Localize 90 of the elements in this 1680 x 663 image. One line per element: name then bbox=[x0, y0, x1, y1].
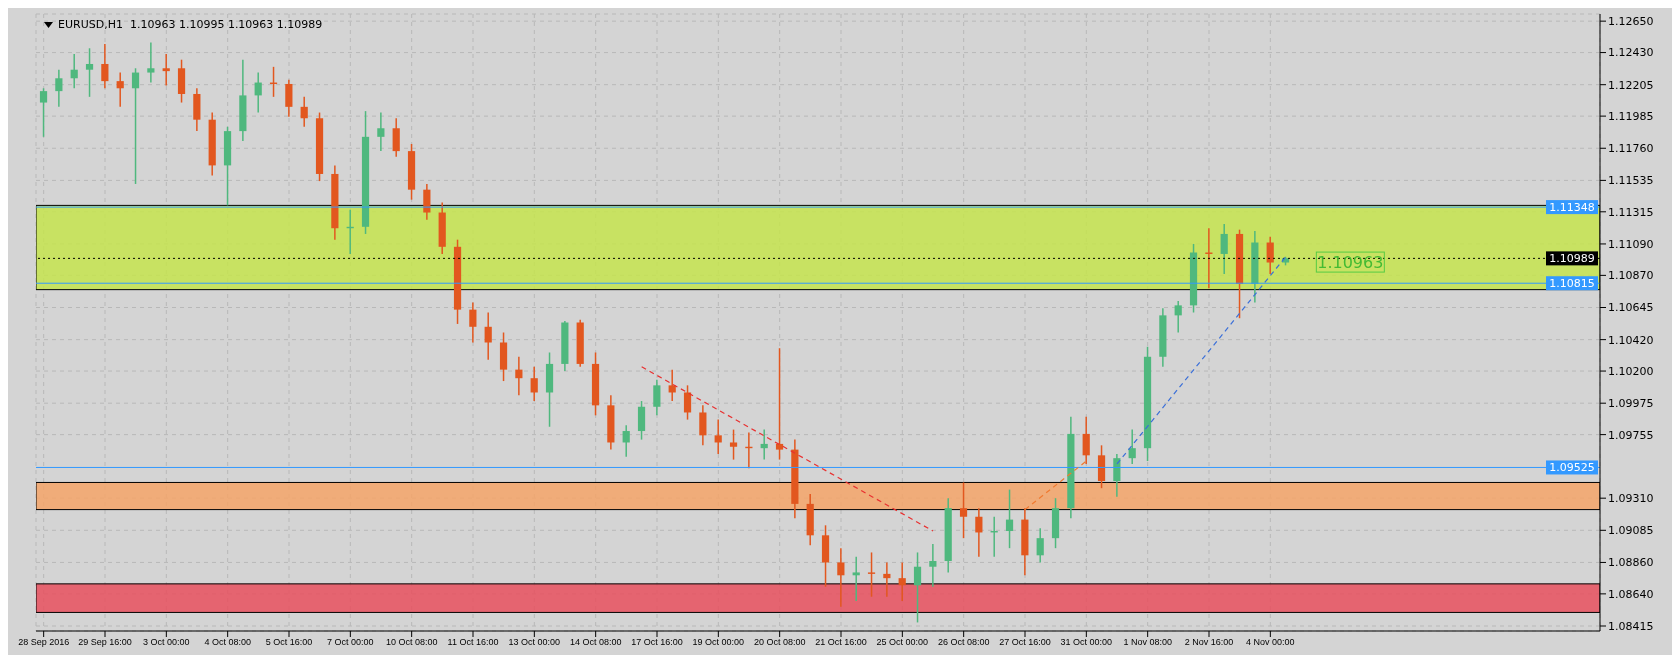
x-tick-label: 26 Oct 08:00 bbox=[937, 637, 990, 648]
candlestick bbox=[653, 378, 661, 417]
candlestick bbox=[162, 53, 170, 87]
candlestick bbox=[1220, 223, 1228, 275]
candlestick bbox=[377, 111, 385, 152]
candlestick bbox=[116, 71, 124, 108]
y-tick-label: 1.11985 bbox=[1608, 110, 1654, 124]
x-tick-label: 5 Oct 16:00 bbox=[265, 637, 313, 648]
candlestick bbox=[1113, 453, 1121, 498]
y-tick-label: 1.10645 bbox=[1608, 301, 1654, 315]
x-tick-label: 20 Oct 08:00 bbox=[753, 637, 806, 648]
candlestick bbox=[975, 507, 983, 558]
candlestick bbox=[254, 71, 262, 114]
chart-title: EURUSD,H1 1.10963 1.10995 1.10963 1.10989 bbox=[58, 18, 323, 31]
candlestick bbox=[285, 78, 293, 118]
x-tick-label: 29 Sep 16:00 bbox=[78, 637, 132, 648]
x-tick-label: 28 Sep 2016 bbox=[18, 637, 70, 648]
y-tick-label: 1.08415 bbox=[1608, 619, 1654, 633]
y-tick-label: 1.08860 bbox=[1608, 556, 1654, 570]
y-tick-label: 1.10870 bbox=[1608, 269, 1654, 283]
ref-line-label: 1.10815 bbox=[1549, 277, 1595, 291]
candlestick bbox=[699, 404, 707, 447]
x-tick-label: 7 Oct 00:00 bbox=[327, 637, 374, 648]
candlestick bbox=[622, 424, 630, 458]
annotation: 1.10963 bbox=[1317, 253, 1384, 273]
y-tick-label: 1.11535 bbox=[1608, 174, 1654, 188]
x-tick-label: 10 Oct 08:00 bbox=[385, 637, 438, 648]
ref-line-label: 1.09525 bbox=[1549, 461, 1595, 475]
x-tick-label: 4 Nov 00:00 bbox=[1246, 637, 1295, 648]
candlestick bbox=[1174, 300, 1182, 334]
x-tick-label: 27 Oct 16:00 bbox=[999, 637, 1051, 648]
y-tick-label: 1.09975 bbox=[1608, 397, 1654, 411]
x-tick-label: 21 Oct 16:00 bbox=[815, 637, 867, 648]
x-tick-label: 11 Oct 16:00 bbox=[447, 637, 499, 648]
x-tick-label: 13 Oct 00:00 bbox=[508, 637, 561, 648]
y-tick-label: 1.09085 bbox=[1608, 524, 1654, 538]
y-tick-label: 1.09755 bbox=[1608, 428, 1654, 442]
y-tick-label: 1.12430 bbox=[1608, 46, 1654, 60]
candlestick bbox=[929, 543, 937, 588]
ref-line-label: 1.10989 bbox=[1549, 252, 1595, 266]
candlestick bbox=[131, 67, 140, 185]
y-tick-label: 1.09310 bbox=[1608, 492, 1654, 506]
candlestick bbox=[101, 43, 109, 90]
candlestick bbox=[898, 561, 906, 602]
candlestick bbox=[530, 366, 538, 402]
candlestick bbox=[913, 551, 922, 624]
y-tick-label: 1.10420 bbox=[1608, 333, 1654, 347]
candlestick bbox=[392, 117, 400, 158]
candlestick bbox=[85, 47, 94, 98]
y-tick-label: 1.11090 bbox=[1608, 237, 1654, 251]
candlestick bbox=[300, 96, 308, 128]
y-tick-label: 1.11315 bbox=[1608, 205, 1654, 219]
x-tick-label: 17 Oct 16:00 bbox=[631, 637, 683, 648]
candlestick bbox=[775, 347, 784, 461]
candlestick bbox=[1005, 488, 1014, 549]
candlestick bbox=[668, 368, 676, 402]
y-tick-label: 1.11760 bbox=[1608, 142, 1654, 156]
ref-line-label: 1.11348 bbox=[1549, 201, 1595, 215]
x-tick-label: 19 Oct 00:00 bbox=[692, 637, 745, 648]
candlestick bbox=[469, 301, 477, 344]
candlestick bbox=[515, 356, 523, 397]
x-tick-label: 25 Oct 00:00 bbox=[876, 637, 929, 648]
x-tick-label: 2 Nov 16:00 bbox=[1184, 637, 1234, 648]
candlestick bbox=[959, 481, 968, 539]
candlestick bbox=[883, 561, 891, 598]
candlestick bbox=[70, 53, 78, 90]
candlestick bbox=[1082, 416, 1090, 465]
x-tick-label: 1 Nov 08:00 bbox=[1123, 637, 1172, 648]
candlestick bbox=[1128, 428, 1136, 465]
candlestick bbox=[484, 311, 492, 361]
candlestick bbox=[729, 428, 738, 461]
candlestick bbox=[867, 551, 876, 598]
x-tick-label: 3 Oct 00:00 bbox=[143, 637, 190, 648]
candlestick bbox=[683, 384, 692, 421]
x-tick-label: 31 Oct 00:00 bbox=[1060, 637, 1113, 648]
y-tick-label: 1.12205 bbox=[1608, 78, 1654, 92]
x-tick-label: 4 Oct 08:00 bbox=[204, 637, 251, 648]
candlestick bbox=[147, 41, 155, 84]
candlestick bbox=[55, 68, 63, 108]
x-tick-label: 14 Oct 08:00 bbox=[569, 637, 622, 648]
y-tick-label: 1.12650 bbox=[1608, 15, 1654, 29]
candlestick bbox=[852, 555, 860, 602]
candlestick bbox=[1266, 236, 1274, 275]
candlestick bbox=[39, 87, 48, 138]
candlestick bbox=[837, 547, 845, 608]
candlestick bbox=[760, 428, 768, 461]
y-tick-label: 1.08640 bbox=[1608, 587, 1654, 601]
candlestick bbox=[714, 418, 722, 455]
candlestick bbox=[1036, 527, 1044, 564]
y-tick-label: 1.10200 bbox=[1608, 364, 1654, 378]
